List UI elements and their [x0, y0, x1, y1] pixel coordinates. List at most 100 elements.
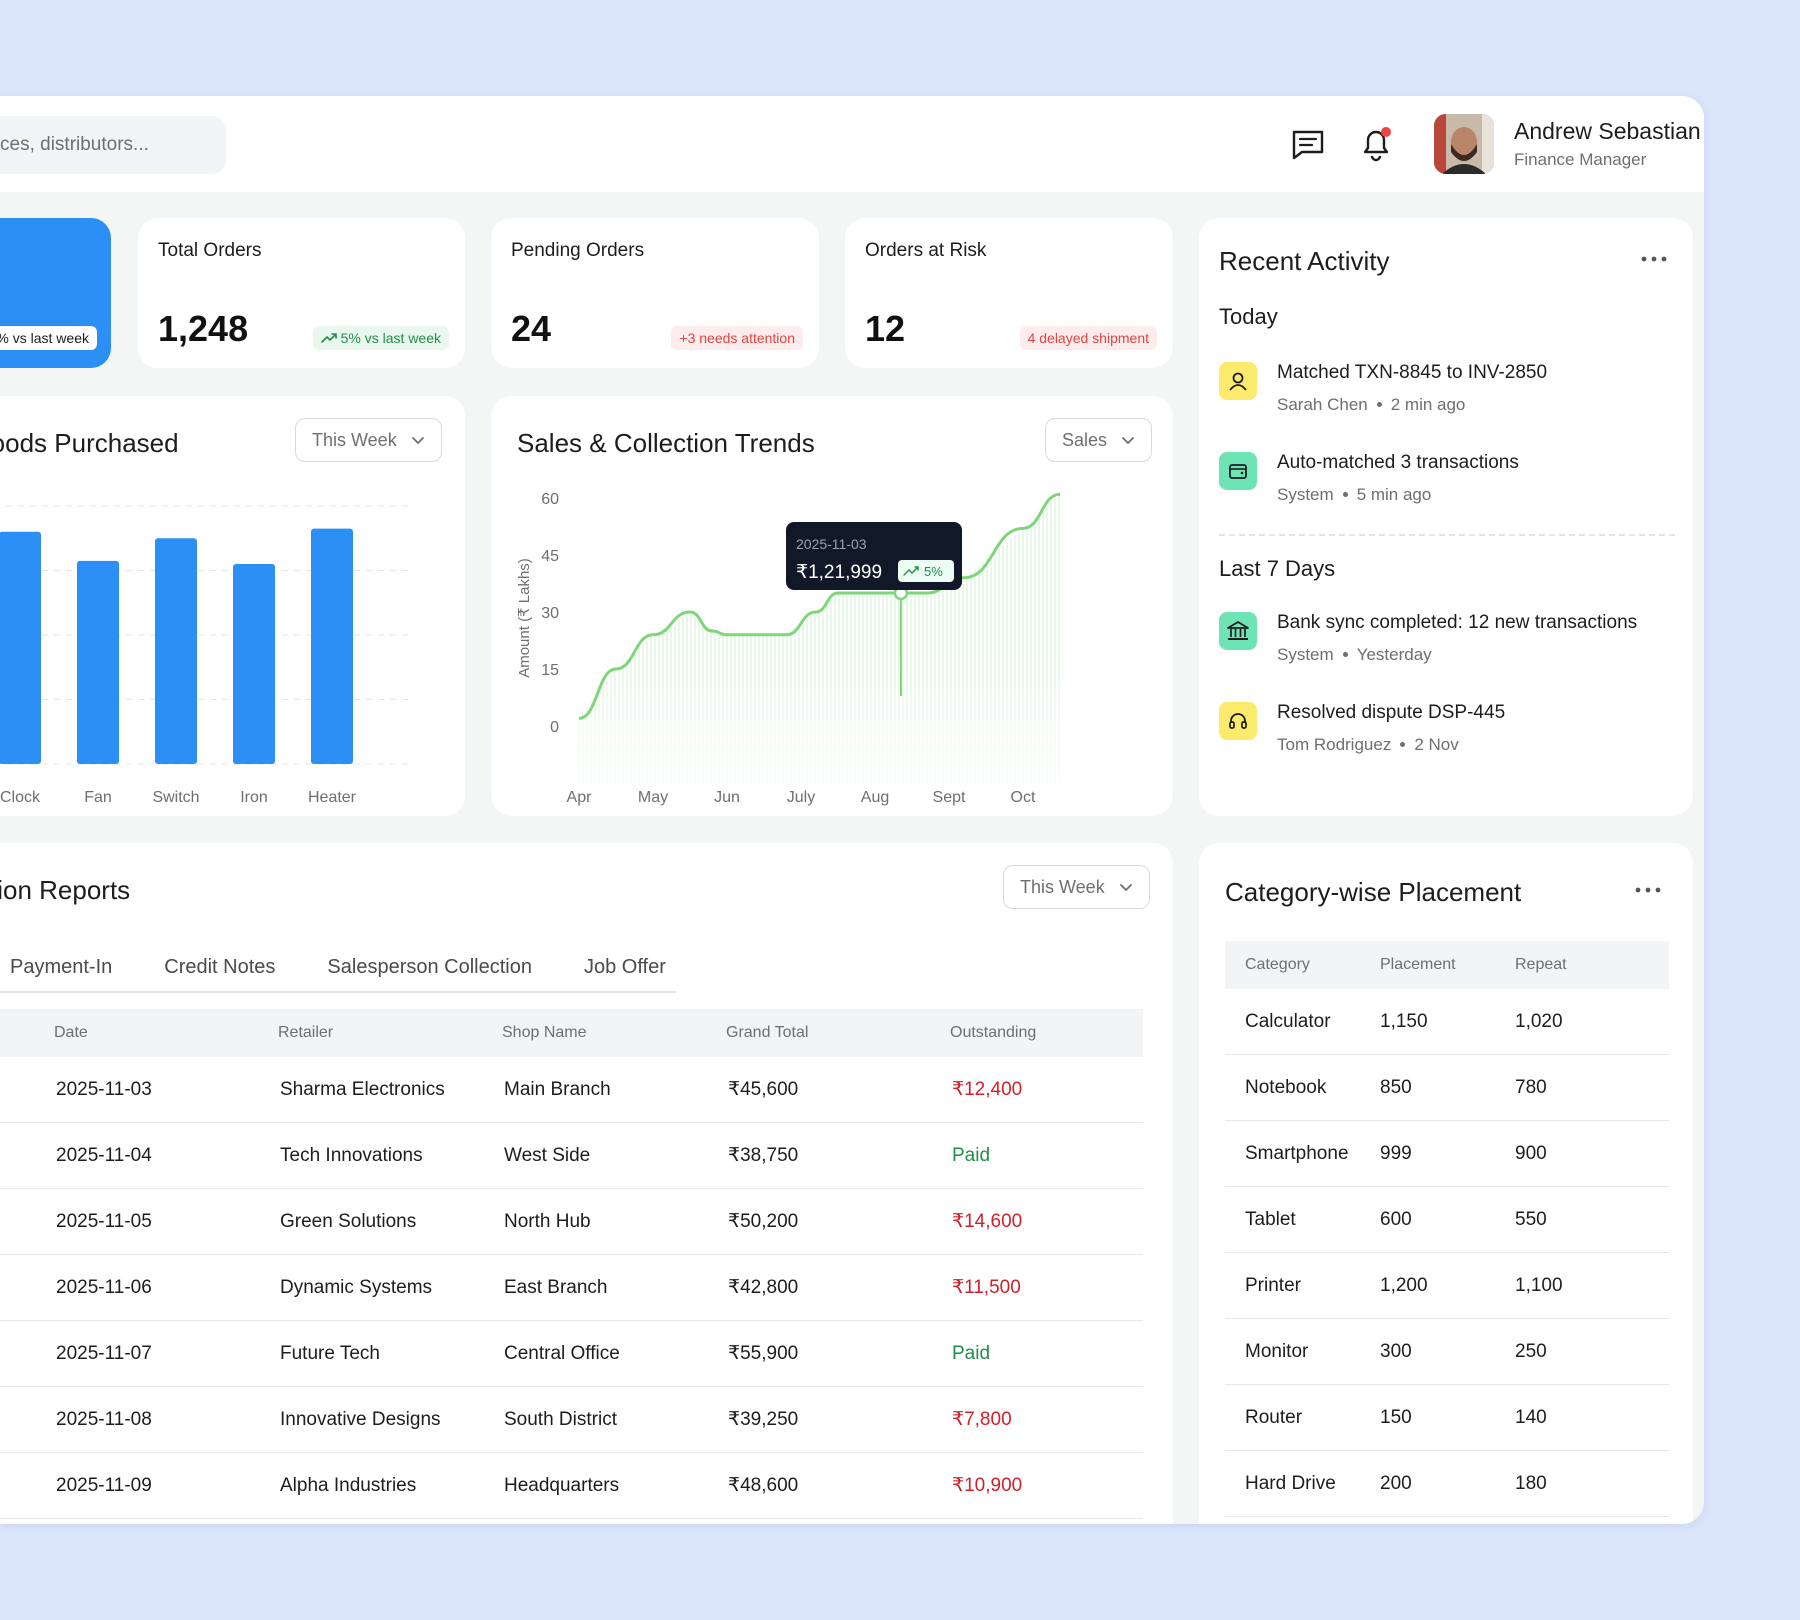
bar-fan[interactable] [77, 560, 119, 764]
repeat-cell: 780 [1515, 1076, 1547, 1098]
tooltip-value: ₹1,21,999 [796, 562, 882, 583]
activity-item-when: 2 Nov [1414, 735, 1459, 754]
grand-total-cell: ₹45,600 [728, 1079, 799, 1100]
placement-cell: 300 [1380, 1340, 1412, 1362]
placement-table-header: Category Placement Repeat [1225, 941, 1669, 989]
date-cell: 2025-11-08 [56, 1408, 152, 1430]
kpi-title: Pending Orders [511, 240, 645, 261]
bar-iron[interactable] [233, 564, 275, 764]
activity-item-title[interactable]: Auto-matched 3 transactions [1277, 452, 1519, 473]
table-row[interactable]: Notebook 850 780 [1225, 1055, 1669, 1121]
goods-panel-title-text: Goods Purchased [0, 428, 179, 458]
table-row[interactable]: 2025-11-06 Dynamic Systems East Branch ₹42,… [0, 1255, 1143, 1321]
outstanding-cell: ₹11,500 [952, 1277, 1021, 1298]
repeat-cell: 1,020 [1515, 1010, 1563, 1032]
column-header[interactable]: Category [1245, 956, 1310, 973]
outstanding-cell: Paid [952, 1144, 991, 1166]
table-row[interactable]: Calculator 1,150 1,020 [1225, 989, 1669, 1055]
recent-activity-panel: Recent Activity Today Matched TXN-8845 t… [1199, 218, 1693, 816]
kpi-card-orders-at-risk[interactable]: Orders at Risk 12 4 delayed shipment [845, 218, 1173, 368]
kpi-alert-pill: +3 needs attention [671, 326, 803, 350]
trends-metric-dropdown[interactable]: Sales [1045, 418, 1153, 462]
activity-title: Recent Activity [1219, 246, 1390, 276]
category-cell: Printer [1245, 1274, 1301, 1296]
chevron-down-icon [411, 437, 424, 444]
bar-heater[interactable] [311, 528, 353, 764]
activity-item-title[interactable]: Matched TXN-8845 to INV-2850 [1277, 362, 1548, 383]
activity-item-title[interactable]: Resolved dispute DSP-445 [1277, 702, 1506, 723]
table-row[interactable]: Printer 1,200 1,100 [1225, 1253, 1669, 1319]
goods-bar-chart: Clock Fan Switch Iron Heater [0, 505, 412, 806]
column-header[interactable]: Grand Total [726, 1024, 809, 1041]
date-cell: 2025-11-09 [56, 1474, 152, 1496]
y-axis-label: Amount (₹ Lakhs) [516, 558, 533, 678]
table-row[interactable]: Monitor 300 250 [1225, 1319, 1669, 1385]
category-cell: Tablet [1245, 1208, 1296, 1230]
table-row[interactable]: 2025-11-09 Alpha Industries Headquarters ₹4… [0, 1453, 1143, 1519]
activity-section-label: Last 7 Days [1219, 556, 1336, 581]
message-icon[interactable] [1288, 124, 1328, 164]
more-options-icon[interactable] [1633, 885, 1663, 895]
more-options-icon[interactable] [1639, 254, 1669, 264]
column-header[interactable]: Outstanding [950, 1024, 1037, 1041]
placement-title: Category-wise Placement [1225, 877, 1522, 907]
table-row[interactable]: 2025-11-03 Sharma Electronics Main Branch ₹… [0, 1057, 1143, 1123]
shop-cell: Central Office [504, 1342, 620, 1364]
bank-icon [1219, 612, 1257, 650]
column-header[interactable]: Shop Name [502, 1024, 587, 1041]
kpi-highlight-pill: % vs last week [0, 326, 97, 350]
kpi-title: Orders at Risk [865, 240, 987, 261]
tab-payment-in[interactable]: Payment-In [10, 955, 113, 978]
repeat-cell: 180 [1515, 1472, 1547, 1494]
user-name: Andrew Sebastian [1514, 118, 1701, 144]
chevron-down-icon [1119, 884, 1132, 891]
chevron-down-icon [1122, 437, 1134, 444]
sales-area-chart: 0 15 30 45 60 Amount (₹ Lakhs) Apr May Jun July Au… [516, 491, 1171, 806]
bell-icon[interactable] [1356, 124, 1396, 164]
date-cell: 2025-11-06 [56, 1276, 152, 1298]
category-cell: Router [1245, 1406, 1303, 1428]
repeat-cell: 550 [1515, 1208, 1547, 1230]
bar-clock[interactable] [0, 531, 41, 764]
table-row[interactable]: Smartphone 999 900 [1225, 1121, 1669, 1187]
table-row[interactable]: 2025-11-04 Tech Innovations West Side ₹38,7… [0, 1123, 1143, 1189]
tab-job-offer[interactable]: Job Offer [583, 955, 666, 978]
goods-period-dropdown[interactable]: This Week [295, 418, 442, 462]
search-input[interactable]: ces, distributors... [0, 116, 226, 174]
activity-item-meta: Sarah Chen 2 min ago [1277, 395, 1465, 415]
table-row[interactable]: 2025-11-05 Green Solutions North Hub ₹50,20… [0, 1189, 1143, 1255]
column-header[interactable]: Date [54, 1024, 88, 1041]
placement-cell: 200 [1380, 1472, 1412, 1494]
repeat-cell: 250 [1515, 1340, 1547, 1362]
table-row[interactable]: Tablet 600 550 [1225, 1187, 1669, 1253]
kpi-alert-pill: 4 delayed shipment [1019, 326, 1157, 350]
shop-cell: Headquarters [504, 1474, 620, 1496]
x-tick-label: Sept [933, 789, 966, 806]
activity-item-title[interactable]: Bank sync completed: 12 new transactions [1277, 612, 1638, 633]
avatar[interactable] [1434, 114, 1494, 174]
column-header[interactable]: Retailer [278, 1024, 334, 1041]
column-header[interactable]: Repeat [1515, 956, 1567, 973]
kpi-change-pill: 5% vs last week [312, 326, 449, 350]
placement-cell: 600 [1380, 1208, 1412, 1230]
table-row[interactable]: 2025-11-08 Innovative Designs South Distri… [0, 1387, 1143, 1453]
column-header[interactable]: Placement [1380, 956, 1456, 973]
bar-switch[interactable] [155, 538, 197, 764]
retailer-cell: Sharma Electronics [280, 1078, 445, 1100]
x-tick-label: Switch [152, 789, 199, 806]
table-row[interactable]: 2025-11-07 Future Tech Central Office ₹55,9… [0, 1321, 1143, 1387]
activity-item-when: 5 min ago [1356, 485, 1432, 504]
activity-item-who: Sarah Chen [1277, 395, 1368, 414]
tab-credit-notes[interactable]: Credit Notes [164, 955, 276, 978]
reports-period-dropdown[interactable]: This Week [1003, 865, 1150, 909]
placement-cell: 1,200 [1380, 1274, 1428, 1296]
y-tick-label: 15 [541, 662, 559, 679]
kpi-card-pending-orders[interactable]: Pending Orders 24 +3 needs attention [491, 218, 819, 368]
kpi-card-total-orders[interactable]: Total Orders 1,248 5% vs last week [138, 218, 465, 368]
kpi-card-highlight[interactable]: % vs last week [0, 218, 111, 368]
table-row[interactable]: Router 150 140 [1225, 1385, 1669, 1451]
goods-purchased-panel: / Goods Purchased This Week Clock Fan Swit… [0, 396, 465, 816]
table-row[interactable]: Hard Drive 200 180 [1225, 1451, 1669, 1517]
tab-salesperson-collection[interactable]: Salesperson Collection [327, 955, 532, 978]
retailer-cell: Dynamic Systems [280, 1276, 433, 1298]
